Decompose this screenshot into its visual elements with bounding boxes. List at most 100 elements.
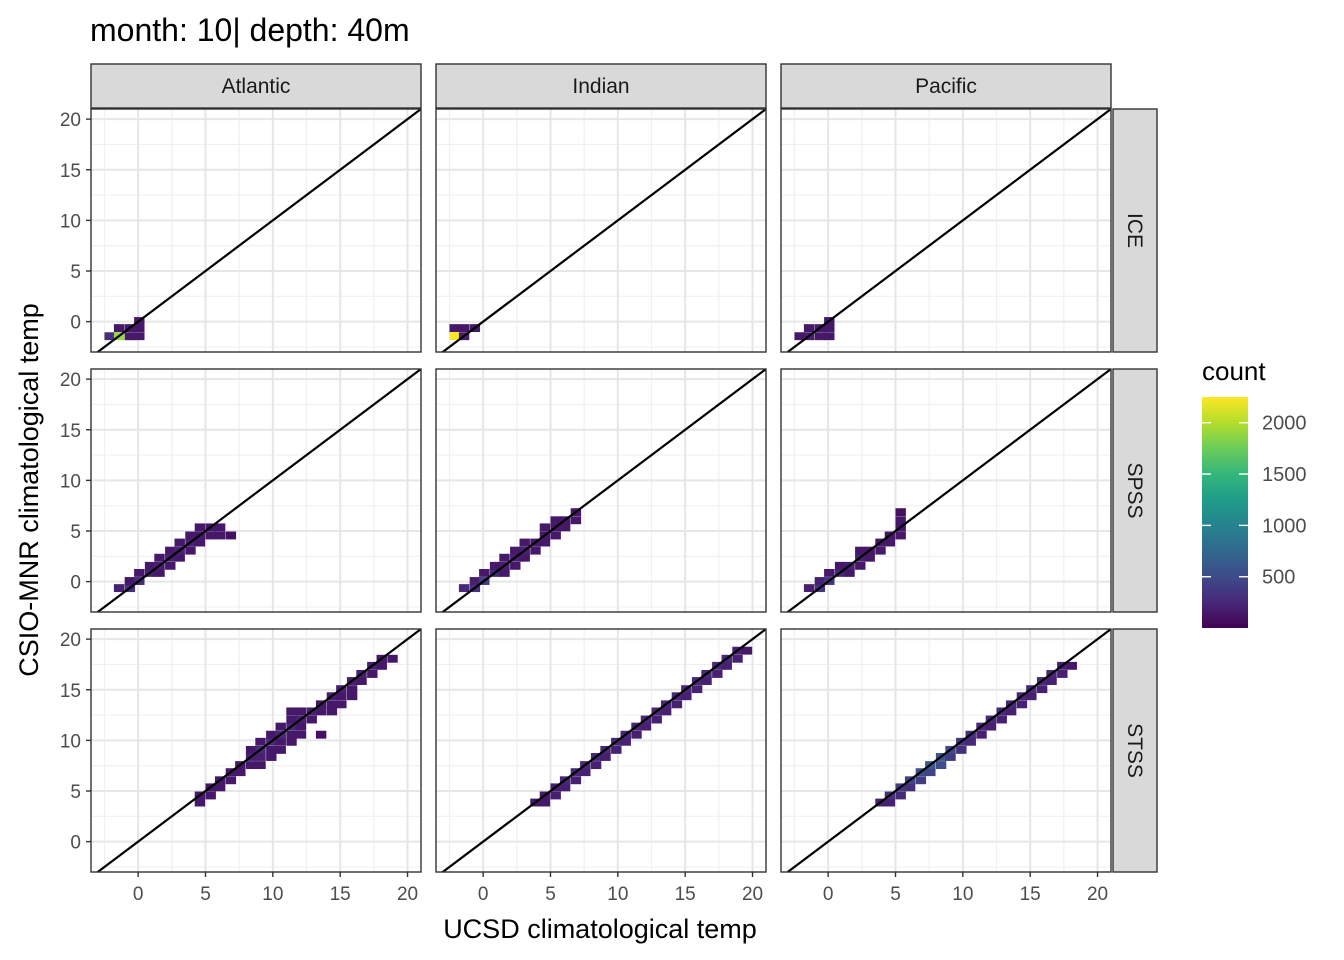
- heatmap-bin: [286, 730, 297, 739]
- heatmap-bin: [275, 722, 286, 731]
- x-tick-label: 5: [200, 884, 211, 905]
- heatmap-bin: [519, 553, 530, 562]
- heatmap-bin: [824, 568, 835, 577]
- heatmap-bin: [346, 685, 358, 694]
- panel-border: [90, 368, 422, 613]
- grid-lines: [781, 629, 1111, 872]
- heatmap-bin: [479, 568, 490, 577]
- heatmap-bin: [489, 561, 501, 570]
- heatmap-bin: [346, 692, 358, 701]
- heatmap-bin: [255, 737, 266, 746]
- panel-border: [780, 368, 1112, 613]
- strip-label: Pacific: [915, 75, 977, 98]
- heatmap-bin: [387, 654, 398, 663]
- y-tick-label: 5: [70, 262, 81, 283]
- strip-pacific: Pacific: [780, 63, 1112, 109]
- identity-line: [95, 369, 421, 612]
- heatmap-bin: [814, 332, 826, 341]
- panel-atlantic-spss: 0 5 10 15 20: [60, 368, 422, 613]
- heatmap-bin: [895, 791, 906, 800]
- heatmap-bin: [174, 538, 185, 547]
- heatmap-bin: [266, 753, 277, 761]
- heatmap-bin: [165, 546, 176, 555]
- y-tick-label: 15: [60, 421, 81, 442]
- heatmap-bin: [205, 791, 216, 800]
- heatmap-bin: [469, 577, 481, 585]
- heatmap-bin: [154, 568, 165, 577]
- chart-title: month: 10| depth: 40m: [90, 12, 410, 48]
- heatmap-bin: [539, 523, 551, 532]
- heatmap-bin: [559, 783, 571, 792]
- heatmap-bin: [295, 707, 307, 716]
- heatmap-bin: [113, 324, 125, 333]
- heatmap-bin: [996, 715, 1007, 724]
- panel-border: [90, 108, 422, 353]
- heatmap-bin: [741, 646, 753, 655]
- strip-background: [435, 63, 767, 109]
- heatmap-bin: [631, 730, 642, 739]
- heatmap-bin: [214, 783, 226, 792]
- heatmap-bin: [814, 577, 826, 585]
- x-tick-label: 15: [330, 884, 351, 905]
- heatmap-bin: [671, 700, 683, 709]
- heatmap-bin: [580, 768, 591, 777]
- heatmap-bin: [824, 332, 835, 341]
- heatmap-bin: [884, 798, 896, 807]
- heatmap-bin: [844, 568, 855, 577]
- heatmap-bin: [214, 531, 226, 540]
- heatmap-bin: [194, 523, 206, 532]
- heatmap-bin: [915, 776, 927, 785]
- heatmap-bin: [611, 745, 622, 754]
- heatmap-bin: [225, 531, 237, 540]
- legend-tick-label: 1500: [1262, 464, 1307, 486]
- heatmap-bin: [376, 661, 387, 670]
- heatmap-bin: [712, 670, 723, 678]
- y-axis-title: CSIO-MNR climatological temp: [14, 303, 44, 677]
- legend-tick-label: 1000: [1262, 515, 1307, 537]
- heatmap-bin: [134, 568, 145, 577]
- panel-border: [435, 368, 767, 613]
- heatmap-bin: [721, 661, 732, 670]
- heatmap-bin: [875, 546, 886, 555]
- identity-line: [785, 629, 1111, 872]
- heatmap-bin: [124, 577, 136, 585]
- grid-lines: [781, 369, 1111, 612]
- identity-line: [440, 109, 766, 352]
- heatmap-bin: [134, 324, 145, 333]
- y-tick-label: 20: [60, 630, 81, 651]
- heatmap-bin: [600, 753, 611, 761]
- heatmap-bin: [824, 324, 835, 333]
- x-tick-label: 0: [823, 884, 834, 905]
- heatmap-bin: [559, 523, 571, 532]
- heatmap-bin: [1066, 661, 1077, 670]
- heatmap-bin: [1026, 692, 1037, 701]
- heatmap-bin: [864, 553, 875, 562]
- heatmap-bin: [895, 508, 906, 517]
- heatmap-bin: [266, 730, 277, 739]
- heatmap-bin: [976, 730, 987, 739]
- heatmap-bin: [449, 324, 460, 333]
- heatmap-bin: [651, 715, 662, 724]
- grid-lines: [436, 629, 766, 872]
- heatmap-bin: [855, 546, 866, 555]
- panel-indian-stss: 0 5 10 15 20: [435, 628, 767, 905]
- panel-border: [435, 108, 767, 353]
- strip-label: SPSS: [1123, 462, 1146, 518]
- heatmap-bin: [834, 561, 846, 570]
- heatmap-bin: [701, 677, 712, 685]
- heatmap-bin: [235, 768, 246, 777]
- y-tick-label: 10: [60, 211, 81, 232]
- heatmap-bin: [803, 584, 815, 593]
- heatmap-bin: [499, 553, 510, 562]
- legend-tick-label: 500: [1262, 567, 1295, 589]
- heatmap-bin: [205, 531, 216, 540]
- x-axis-title: UCSD climatological temp: [443, 914, 757, 944]
- heatmap-bin: [985, 722, 997, 731]
- heatmap-bin: [620, 737, 631, 746]
- facet-grid: 0 5 10 15 20 0 5 10 15 20 0 5 10 15 20 0 5 10 15 20 0 5 10 15 20…: [60, 63, 1158, 905]
- heatmap-bin: [732, 654, 743, 663]
- heatmap-bin: [255, 753, 266, 761]
- heatmap-bin: [590, 761, 602, 770]
- strip-background: [90, 63, 422, 109]
